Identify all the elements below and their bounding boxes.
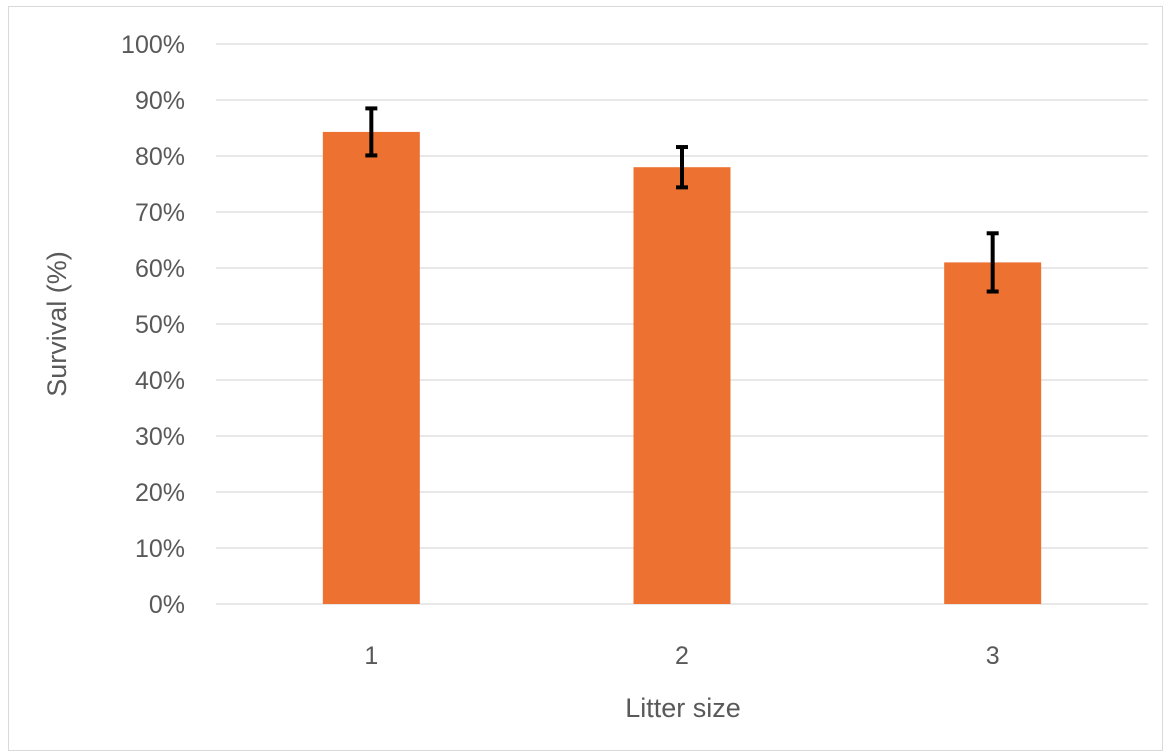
x-tick-labels: 1 2 3: [364, 642, 999, 670]
error-bar: [986, 231, 999, 294]
y-tick-label: 30%: [135, 423, 185, 451]
x-tick-label: 1: [364, 642, 378, 670]
y-tick-label: 70%: [135, 199, 185, 227]
y-tick-label: 0%: [149, 591, 185, 619]
y-tick-label: 20%: [135, 479, 185, 507]
y-tick-label: 100%: [121, 31, 185, 59]
error-bar: [365, 106, 378, 158]
y-tick-labels: 0% 10% 20% 30% 40% 50% 60% 70% 80% 90% 100%: [121, 31, 185, 619]
y-tick-label: 80%: [135, 143, 185, 171]
bar: [633, 167, 731, 604]
y-axis-title: Survival (%): [42, 251, 72, 397]
x-tick-label: 3: [986, 642, 1000, 670]
bar: [322, 131, 420, 605]
y-tick-label: 90%: [135, 87, 185, 115]
y-tick-label: 40%: [135, 367, 185, 395]
y-tick-label: 10%: [135, 535, 185, 563]
x-tick-label: 2: [675, 642, 689, 670]
error-bar: [676, 145, 688, 190]
bars: [322, 131, 1042, 605]
bar: [944, 262, 1042, 604]
error-bars: [365, 106, 999, 294]
x-axis-title: Litter size: [625, 693, 741, 723]
y-tick-label: 60%: [135, 255, 185, 283]
y-tick-label: 50%: [135, 311, 185, 339]
